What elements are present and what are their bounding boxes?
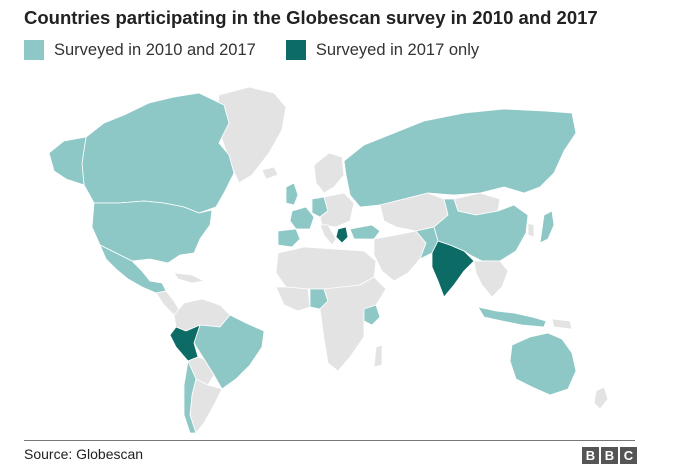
- country-central-europe: [319, 192, 355, 228]
- country-korea: [527, 222, 535, 238]
- country-indonesia: [477, 306, 547, 328]
- legend: Surveyed in 2010 and 2017 Surveyed in 20…: [24, 38, 509, 62]
- bbc-logo-b2: B: [601, 447, 618, 464]
- bbc-logo-c: C: [620, 447, 637, 464]
- legend-label-both: Surveyed in 2010 and 2017: [54, 40, 256, 59]
- country-turkey: [349, 224, 381, 240]
- legend-swatch-both: [24, 40, 44, 60]
- legend-item-2017-only: Surveyed in 2017 only: [285, 40, 480, 60]
- country-central-america: [155, 290, 181, 316]
- legend-item-both: Surveyed in 2010 and 2017: [24, 40, 256, 60]
- legend-swatch-2017-only: [285, 40, 306, 60]
- footer-rule: [24, 440, 635, 441]
- country-united-kingdom: [285, 182, 299, 206]
- country-png: [551, 318, 573, 330]
- country-argentina: [189, 378, 223, 434]
- country-united-states-alaska: [48, 136, 87, 186]
- country-iceland: [261, 166, 279, 180]
- legend-label-2017-only: Surveyed in 2017 only: [315, 40, 480, 59]
- country-southeast-asia: [473, 260, 509, 298]
- country-middle-east: [373, 230, 427, 282]
- country-north-africa: [275, 246, 377, 290]
- country-china: [433, 198, 529, 262]
- country-russia: [343, 108, 577, 208]
- country-new-zealand: [593, 386, 609, 410]
- country-australia: [509, 332, 577, 396]
- country-kenya: [363, 304, 381, 326]
- bbc-logo-b1: B: [582, 447, 599, 464]
- country-japan: [539, 210, 555, 244]
- country-greenland: [215, 86, 287, 184]
- country-canada: [81, 92, 235, 214]
- world-map: [48, 86, 609, 434]
- country-chile: [183, 360, 197, 434]
- bbc-logo: B B C: [580, 447, 637, 464]
- country-scandinavia: [313, 152, 345, 194]
- map-title: Countries participating in the Globescan…: [24, 7, 598, 28]
- country-spain: [277, 228, 301, 248]
- country-greece: [335, 226, 349, 244]
- country-central-africa: [319, 276, 387, 372]
- source-note: Source: Globescan: [24, 446, 144, 462]
- country-caribbean: [173, 272, 205, 284]
- country-italy: [319, 224, 337, 246]
- country-france: [289, 206, 315, 230]
- country-west-africa: [275, 286, 311, 312]
- country-madagascar: [373, 344, 383, 368]
